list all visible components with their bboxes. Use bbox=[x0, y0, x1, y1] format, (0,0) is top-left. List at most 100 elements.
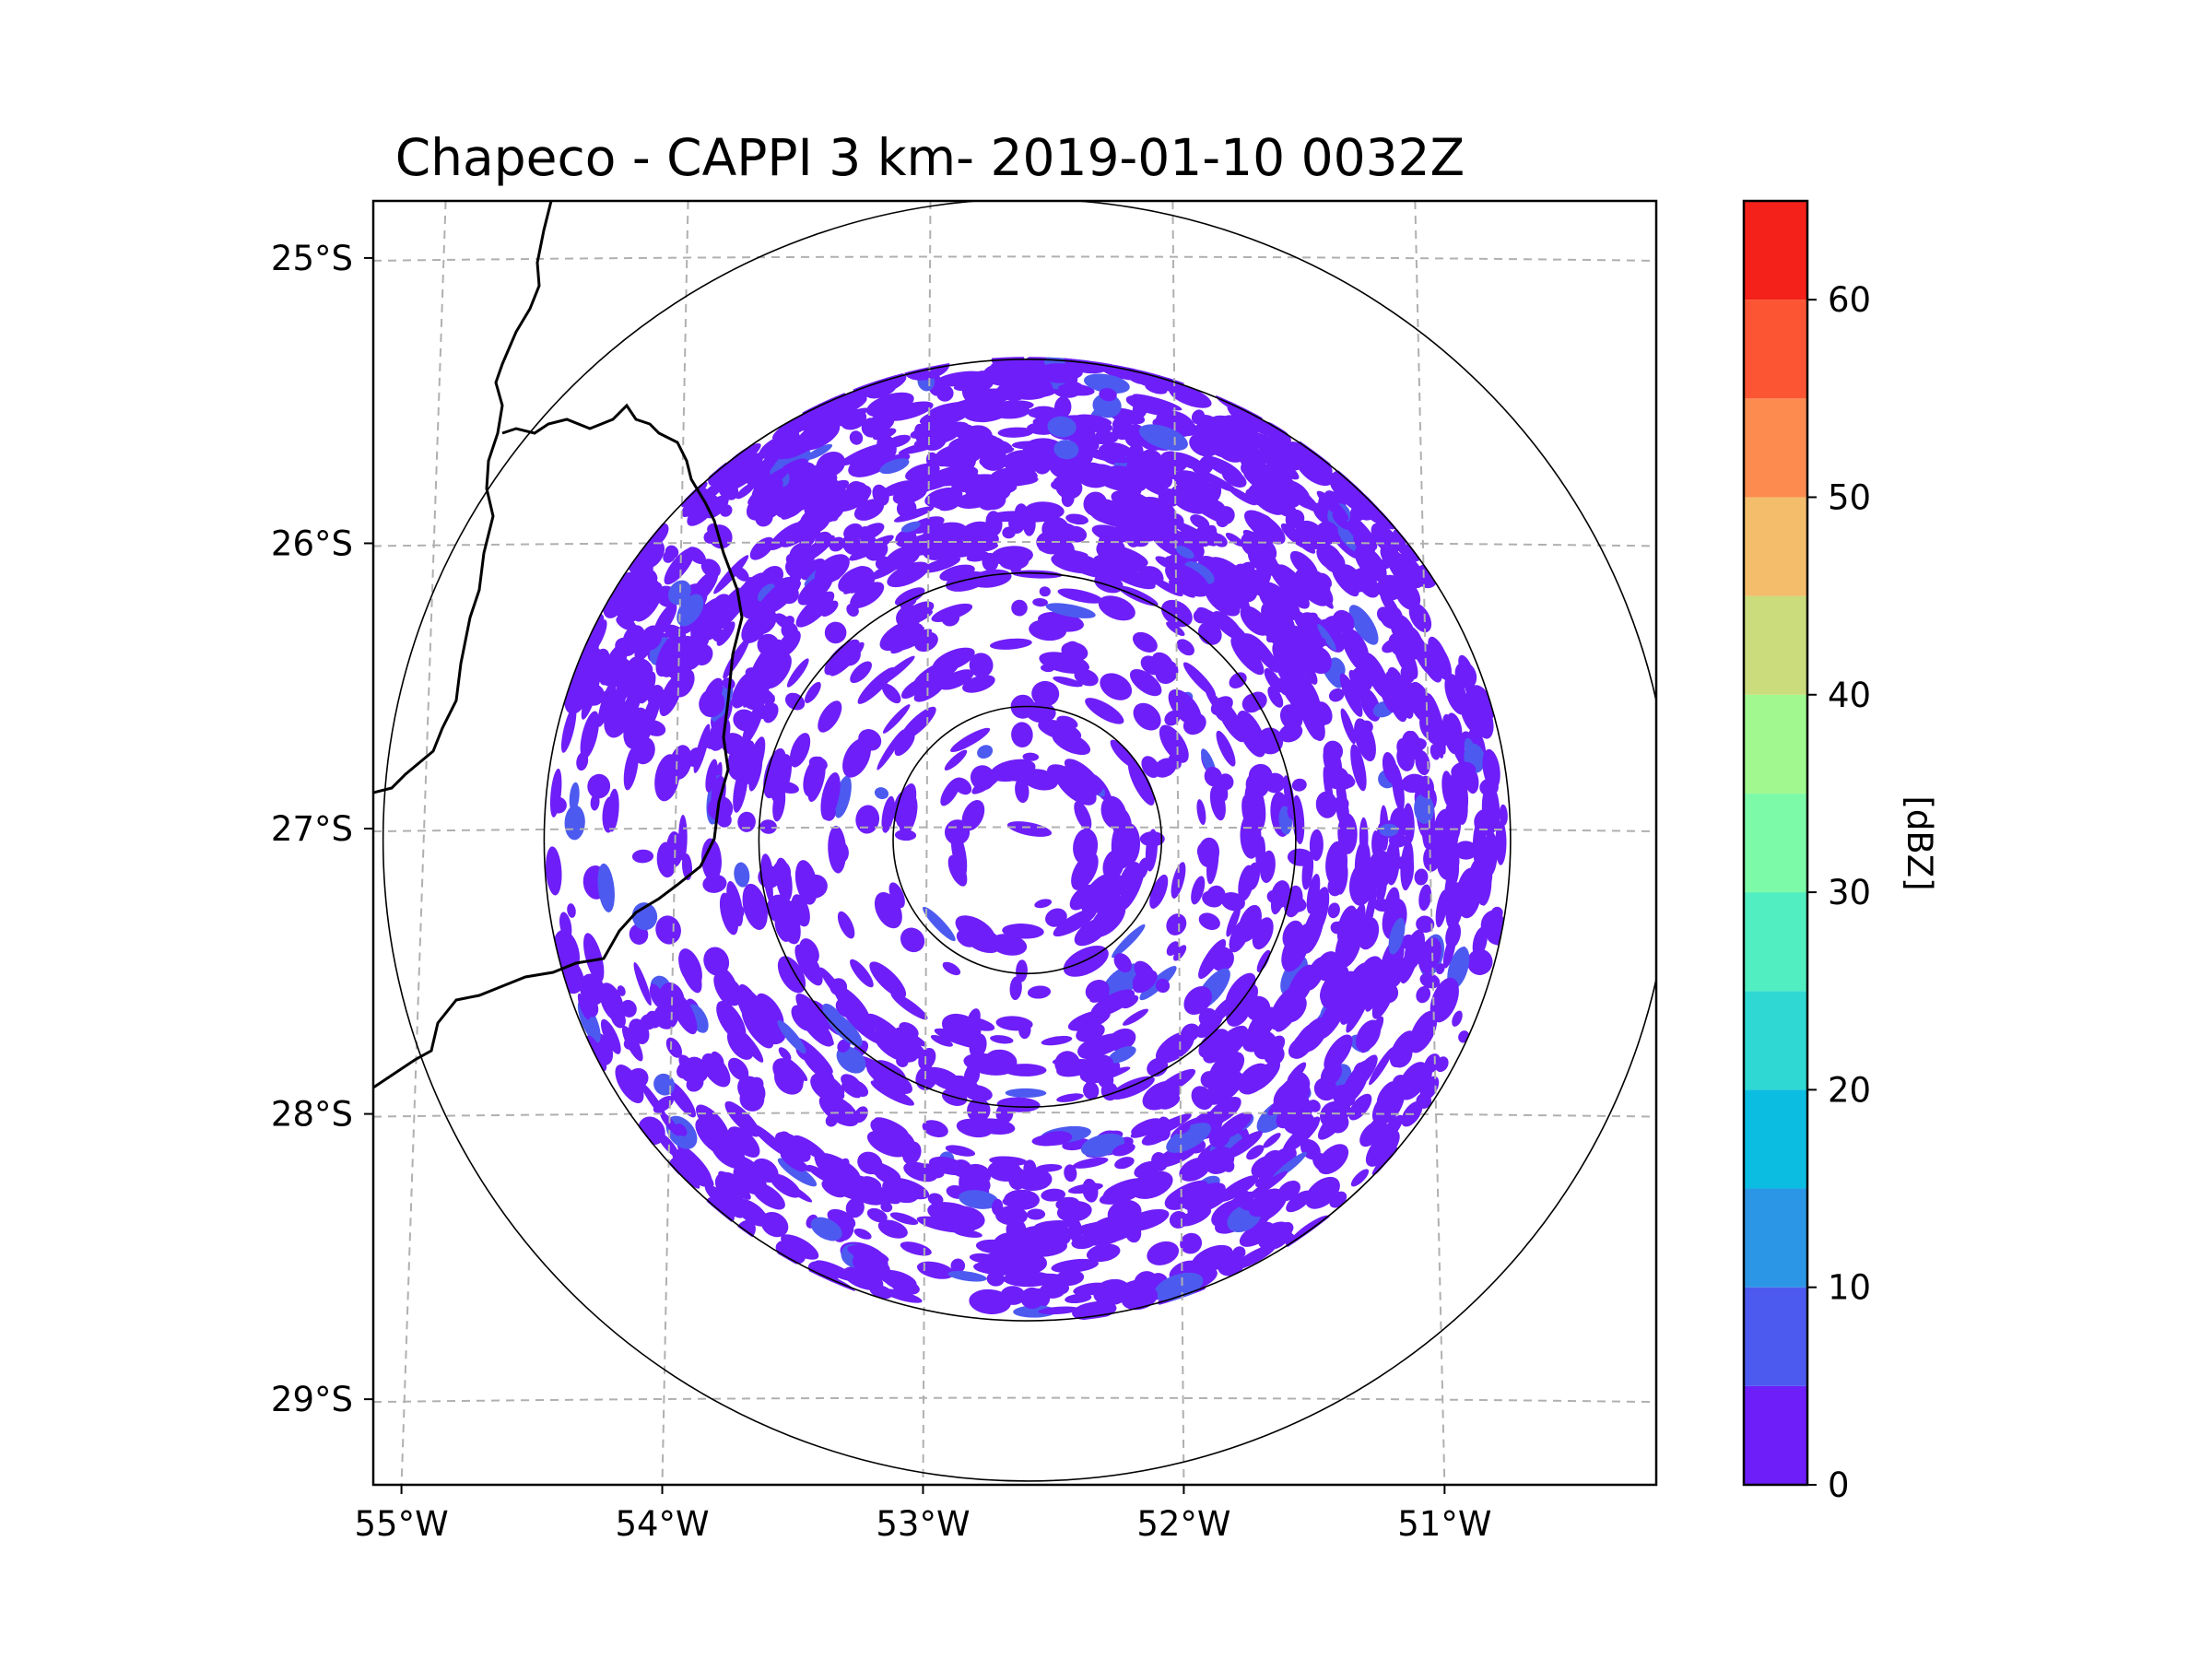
echo-cell bbox=[1178, 1207, 1212, 1227]
echo-cell bbox=[837, 911, 855, 939]
echo-cell bbox=[666, 1080, 696, 1118]
echo-cell bbox=[1478, 868, 1492, 906]
echo-cell bbox=[750, 668, 775, 706]
echo-cell bbox=[1399, 942, 1419, 984]
echo-cell bbox=[881, 795, 895, 833]
echo-cell bbox=[1235, 561, 1255, 583]
echo-cell bbox=[736, 987, 770, 1032]
echo-cell bbox=[1002, 924, 1044, 939]
colorbar-level bbox=[1744, 892, 1807, 992]
echo-cell bbox=[748, 754, 763, 792]
echo-cell bbox=[1166, 1123, 1211, 1153]
echo-cell bbox=[889, 1212, 919, 1225]
echo-cell bbox=[1236, 1189, 1254, 1211]
echo-cell bbox=[944, 749, 968, 771]
echo-cell bbox=[774, 613, 791, 629]
echo-cell bbox=[1388, 917, 1406, 955]
echo-cell bbox=[936, 495, 960, 510]
echo-cell bbox=[940, 777, 961, 806]
longitude-tick-label: 52°W bbox=[1136, 1504, 1230, 1544]
echo-cell bbox=[853, 1228, 872, 1240]
echo-cell bbox=[1115, 513, 1147, 532]
latitude-gridline bbox=[373, 540, 1656, 547]
echo-cell bbox=[1112, 1143, 1135, 1157]
echo-cell bbox=[1127, 759, 1155, 806]
longitude-gridline bbox=[400, 201, 447, 1485]
echo-cell bbox=[1022, 752, 1040, 761]
echo-cell bbox=[1206, 841, 1219, 885]
range-rings bbox=[382, 201, 1656, 1482]
echo-cell bbox=[777, 956, 806, 994]
echo-cell bbox=[1348, 862, 1375, 906]
echo-cell bbox=[837, 1039, 851, 1053]
echo-cell bbox=[1073, 1220, 1118, 1235]
echo-cell bbox=[1160, 599, 1193, 628]
echo-cell bbox=[720, 589, 753, 629]
echo-cell bbox=[800, 558, 826, 581]
echo-cell bbox=[1182, 662, 1217, 697]
echo-cell bbox=[915, 1065, 938, 1090]
echo-cell bbox=[1408, 603, 1432, 633]
echo-cell bbox=[1039, 586, 1051, 597]
echo-cell bbox=[1220, 1158, 1235, 1172]
echo-cell bbox=[653, 1095, 675, 1113]
echo-cell bbox=[1054, 1269, 1085, 1287]
echo-cell bbox=[1364, 968, 1387, 1012]
echo-cell bbox=[1154, 1068, 1196, 1097]
echo-cell bbox=[872, 428, 897, 441]
echo-cell bbox=[1255, 836, 1266, 872]
echo-cell bbox=[1332, 512, 1350, 530]
echo-cell bbox=[1351, 666, 1373, 692]
echo-cell bbox=[1099, 388, 1117, 402]
echo-cell bbox=[1414, 868, 1429, 886]
colorbar-level bbox=[1744, 300, 1807, 399]
echo-cell bbox=[772, 785, 786, 822]
echo-cell bbox=[1317, 624, 1336, 652]
echo-cell bbox=[1209, 415, 1256, 447]
echo-cell bbox=[649, 983, 665, 1008]
echo-cell bbox=[794, 1135, 828, 1161]
echo-cell bbox=[971, 771, 1003, 794]
echo-cell bbox=[620, 999, 637, 1018]
echo-cell bbox=[1359, 956, 1384, 991]
longitude-tick-label: 55°W bbox=[355, 1504, 449, 1544]
echo-cell bbox=[1191, 409, 1206, 425]
map-area bbox=[373, 201, 1656, 1485]
echo-cell bbox=[731, 737, 754, 766]
echo-cell bbox=[858, 1055, 899, 1084]
echo-cell bbox=[820, 600, 839, 617]
echo-cell bbox=[735, 1198, 769, 1227]
echo-cell bbox=[701, 1053, 731, 1088]
echo-cell bbox=[977, 745, 994, 759]
echo-cell bbox=[1416, 985, 1431, 1004]
echo-cell bbox=[1442, 713, 1457, 743]
echo-cell bbox=[1056, 1201, 1092, 1222]
echo-cell bbox=[766, 894, 793, 924]
echo-cell bbox=[1418, 642, 1442, 683]
echo-cell bbox=[711, 1051, 724, 1067]
echo-cell bbox=[725, 902, 745, 922]
echo-cell bbox=[1005, 770, 1046, 782]
echo-cell bbox=[1061, 489, 1075, 508]
echo-cell bbox=[1225, 533, 1244, 547]
echo-cell bbox=[1396, 737, 1412, 759]
echo-cell bbox=[1472, 700, 1494, 739]
echo-cell bbox=[742, 700, 765, 746]
echo-cell bbox=[799, 506, 831, 535]
echo-cell bbox=[1034, 1220, 1073, 1230]
echo-cell bbox=[1153, 758, 1177, 778]
echo-cell bbox=[1376, 1081, 1396, 1106]
echo-cell bbox=[942, 961, 961, 976]
echo-cell bbox=[752, 580, 788, 618]
latitude-gridline bbox=[373, 1112, 1656, 1118]
echo-cell bbox=[721, 443, 761, 475]
echo-cell bbox=[1341, 629, 1372, 676]
echo-cell bbox=[1155, 503, 1172, 514]
echo-cell bbox=[1130, 1122, 1162, 1138]
echo-cell bbox=[968, 522, 989, 535]
echo-cell bbox=[1287, 1071, 1311, 1094]
echo-cell bbox=[846, 603, 859, 617]
echo-cell bbox=[843, 572, 876, 594]
colorbar-tick-label: 20 bbox=[1828, 1070, 1871, 1110]
echo-cell bbox=[1039, 1282, 1066, 1299]
